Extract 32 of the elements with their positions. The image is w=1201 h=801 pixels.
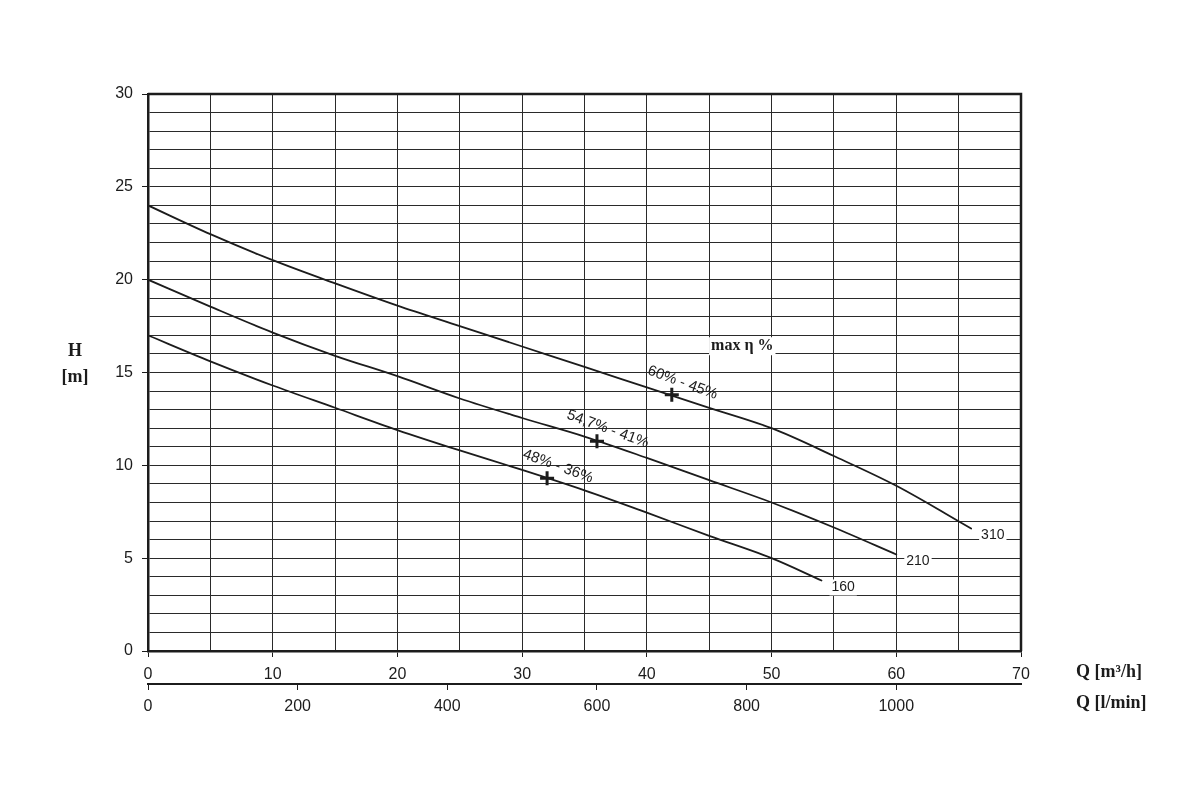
x-tick-label: 0: [143, 665, 153, 683]
y-tick-label: 5: [124, 548, 134, 566]
annotation: max η %: [711, 336, 774, 355]
x2-tick-label: 400: [433, 697, 461, 715]
point: [588, 432, 606, 450]
point: [538, 469, 556, 487]
x-tick-label: 20: [388, 665, 407, 683]
x-tick-label: 60: [887, 665, 906, 683]
x2-axis-title: Q [l/min]: [1076, 691, 1147, 712]
x-tick-label: 10: [263, 665, 282, 683]
series-label: 210: [906, 552, 930, 569]
point: [663, 386, 681, 404]
x2-tick-label: 800: [733, 697, 761, 715]
y-tick-label: 0: [124, 641, 134, 659]
annotation: 60% - 45%: [645, 360, 721, 402]
y-tick-label: 25: [115, 177, 134, 195]
y-tick-label: 10: [115, 455, 134, 473]
y-tick-label: 30: [115, 84, 134, 102]
x2-tick-label: 1000: [878, 697, 915, 715]
x-tick-label: 40: [637, 665, 656, 683]
x-tick-label: 50: [762, 665, 781, 683]
x2-tick-label: 600: [583, 697, 611, 715]
y-tick-label: 20: [115, 270, 134, 288]
x-axis-title: Q [m³/h]: [1076, 660, 1142, 681]
y-tick-label: 15: [115, 362, 134, 380]
y-axis-title: H [m]: [61, 339, 89, 386]
series-label: 310: [981, 526, 1005, 543]
x-tick-label: 70: [1012, 665, 1030, 683]
x2-tick-label: 0: [143, 697, 153, 715]
series-label: 160: [831, 578, 856, 595]
x2-tick-label: 200: [284, 697, 312, 715]
x-tick-label: 30: [513, 665, 532, 683]
